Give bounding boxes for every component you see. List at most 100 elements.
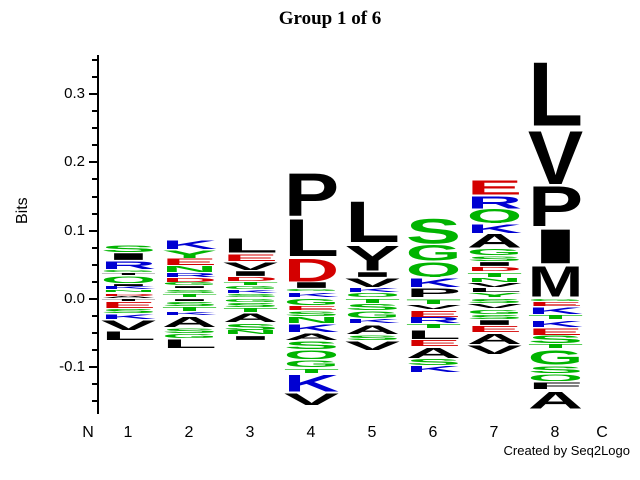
svg-text:N: N — [284, 317, 339, 323]
logo-letter-I: I — [466, 320, 523, 325]
logo-letter-K: K — [527, 321, 584, 327]
svg-text:E: E — [467, 180, 522, 195]
svg-text:K: K — [284, 293, 340, 297]
logo-letter-S: S — [283, 311, 340, 316]
svg-text:A: A — [284, 333, 339, 340]
svg-text:S: S — [406, 218, 461, 244]
svg-text:S: S — [345, 335, 400, 340]
svg-text:G: G — [284, 289, 339, 291]
logo-letter-L: L — [405, 330, 462, 339]
logo-letter-T: T — [283, 369, 340, 373]
svg-text:K: K — [101, 314, 157, 319]
svg-text:E: E — [406, 311, 461, 317]
svg-text:K: K — [345, 288, 401, 292]
svg-text:I: I — [162, 286, 217, 288]
logo-letter-T: T — [161, 294, 218, 297]
logo-letter-E: E — [405, 311, 462, 317]
logo-letter-V: V — [344, 341, 401, 350]
logo-letter-Q: Q — [100, 276, 157, 283]
logo-letter-Y: Y — [161, 250, 218, 258]
logo-letter-E: E — [222, 254, 279, 261]
logo-letter-I: I — [100, 284, 157, 286]
svg-text:N: N — [101, 290, 156, 292]
logo-letter-V: V — [100, 320, 157, 330]
logo-letter-N: N — [283, 317, 340, 323]
svg-text:T: T — [406, 299, 462, 304]
svg-text:I: I — [223, 336, 278, 340]
logo-letter-I: I — [161, 286, 218, 288]
y-minor-tick — [92, 144, 97, 146]
svg-text:L: L — [101, 331, 156, 340]
y-minor-tick — [92, 281, 97, 283]
svg-text:G: G — [528, 350, 583, 365]
svg-text:A: A — [162, 316, 217, 327]
logo-letter-T: T — [527, 344, 584, 348]
svg-text:E: E — [101, 302, 156, 308]
svg-text:K: K — [528, 321, 584, 327]
logo-letter-A: A — [344, 325, 401, 334]
logo-letter-P: P — [283, 172, 340, 217]
logo-letter-L: L — [222, 238, 279, 253]
svg-text:E: E — [467, 326, 522, 332]
svg-text:A: A — [467, 333, 522, 344]
logo-letter-G: G — [405, 245, 462, 261]
logo-letter-L: L — [161, 339, 218, 348]
svg-text:Q: Q — [345, 293, 400, 297]
logo-letter-S: S — [161, 328, 218, 333]
logo-letter-K: K — [527, 307, 584, 314]
logo-letter-Y: Y — [344, 245, 401, 271]
logo-letter-Y: Y — [466, 293, 523, 297]
y-tick-label: 0.2 — [64, 153, 85, 170]
logo-letter-A: A — [283, 333, 340, 340]
logo-letter-G: G — [283, 299, 340, 305]
svg-text:L: L — [528, 60, 583, 127]
logo-letter-L: L — [527, 60, 584, 127]
x-tick-label-3: 3 — [245, 424, 255, 441]
svg-text:T: T — [162, 307, 217, 311]
logo-letter-G: G — [527, 350, 584, 365]
svg-text:A: A — [223, 313, 278, 322]
y-tick-label: 0.1 — [64, 222, 85, 239]
svg-text:I: I — [284, 282, 339, 288]
svg-text:Q: Q — [467, 209, 522, 223]
y-minor-tick — [92, 110, 97, 112]
svg-text:A: A — [101, 296, 156, 298]
logo-letter-D: D — [283, 258, 340, 282]
logo-letter-K: K — [344, 288, 401, 292]
logo-letter-E: E — [283, 306, 340, 310]
logo-letter-V: V — [283, 393, 340, 405]
svg-text:T: T — [223, 282, 278, 285]
logo-letter-R: R — [405, 317, 462, 323]
logo-letter-G: G — [344, 311, 401, 318]
svg-text:A: A — [345, 325, 400, 334]
svg-text:V: V — [528, 129, 583, 185]
svg-text:D: D — [162, 278, 217, 282]
svg-text:G: G — [467, 249, 522, 255]
svg-text:D: D — [223, 277, 278, 281]
svg-text:L: L — [284, 218, 339, 257]
svg-text:V: V — [406, 305, 462, 309]
logo-letter-E: E — [527, 302, 584, 306]
svg-text:V: V — [467, 304, 523, 308]
svg-text:T: T — [162, 294, 217, 297]
y-major-tick — [89, 93, 97, 95]
logo-letter-K: K — [161, 240, 218, 249]
logo-letter-E: E — [100, 302, 157, 308]
svg-text:L: L — [345, 200, 400, 243]
svg-text:V: V — [284, 393, 339, 405]
logo-letter-I: I — [466, 262, 523, 266]
logo-letter-E: E — [161, 258, 218, 265]
svg-text:M: M — [528, 265, 583, 297]
svg-text:T: T — [528, 344, 583, 348]
logo-letter-S: S — [100, 309, 157, 313]
logo-letter-A: A — [466, 333, 523, 344]
svg-text:G: G — [101, 270, 156, 272]
logo-letter-N: N — [466, 278, 523, 282]
svg-text:Q: Q — [406, 262, 461, 277]
logo-letter-K: K — [161, 312, 218, 315]
svg-text:L: L — [223, 238, 278, 253]
logo-letter-V: V — [344, 278, 401, 287]
